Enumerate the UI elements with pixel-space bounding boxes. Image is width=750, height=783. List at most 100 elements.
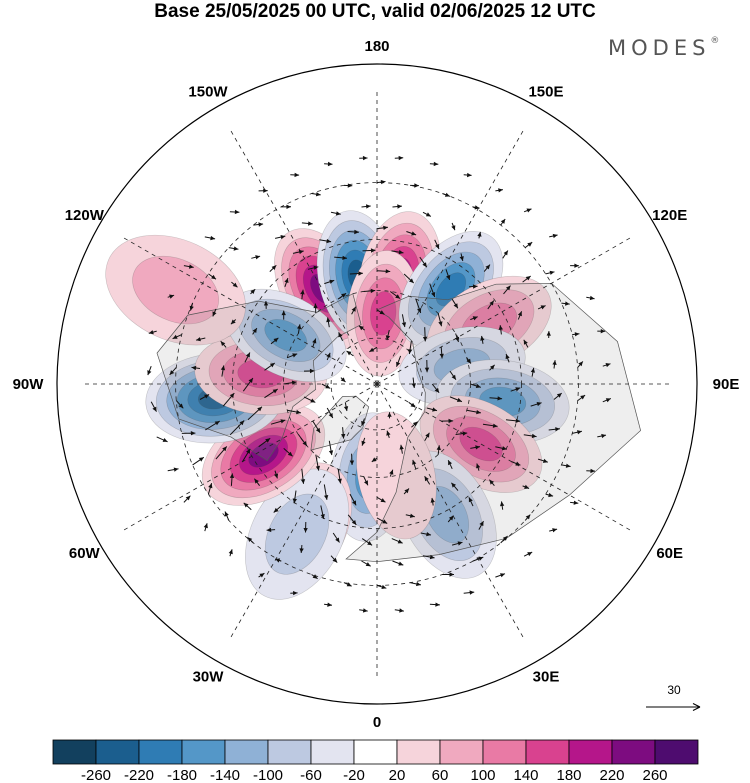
wind-arrow — [258, 188, 268, 193]
colorbar-label: -100 — [253, 767, 283, 783]
wind-arrow — [292, 490, 297, 504]
anomaly-cell — [105, 234, 246, 346]
wind-arrow — [351, 306, 357, 315]
colorbar-label: 20 — [389, 767, 406, 783]
wind-arrow — [459, 253, 464, 262]
wind-arrow — [561, 301, 570, 306]
wind-arrow — [449, 370, 457, 380]
land-outline — [310, 395, 370, 451]
wind-arrow — [391, 250, 404, 255]
wind-arrow — [347, 229, 359, 235]
wind-arrow — [332, 532, 340, 543]
wind-arrow — [545, 270, 555, 275]
reference-vector-label: 30 — [667, 683, 681, 697]
wind-arrow — [500, 535, 508, 544]
wind-arrow — [441, 418, 454, 424]
wind-arrow — [548, 427, 560, 432]
wind-arrow — [546, 331, 551, 339]
wind-arrow — [410, 183, 419, 188]
wind-arrow — [386, 430, 391, 439]
wind-arrow — [500, 501, 505, 510]
meridian-line — [376, 383, 631, 531]
wind-arrow — [315, 454, 320, 471]
wind-arrow — [253, 222, 264, 227]
wind-arrow — [545, 492, 554, 498]
wind-arrow — [326, 317, 331, 328]
wind-arrow — [284, 277, 289, 287]
land-outline — [156, 293, 362, 462]
brand-logo: MODES® — [608, 36, 719, 60]
wind-arrow — [451, 298, 459, 309]
wind-arrow — [447, 515, 454, 523]
wind-arrow — [312, 338, 317, 348]
wind-arrow — [394, 608, 404, 613]
wind-arrow — [311, 192, 321, 197]
wind-arrow — [552, 360, 557, 369]
colorbar-label: -60 — [300, 767, 322, 783]
meridian-line — [123, 383, 378, 531]
colorbar-label: 180 — [556, 767, 581, 783]
wind-arrow — [349, 453, 355, 466]
wind-arrow — [431, 383, 440, 394]
wind-arrow — [229, 473, 235, 486]
wind-arrow — [358, 325, 365, 331]
longitude-label: 0 — [373, 714, 381, 731]
wind-arrow — [337, 468, 342, 484]
wind-arrow — [311, 574, 318, 580]
wind-arrow — [220, 340, 227, 348]
wind-arrow — [523, 433, 537, 439]
wind-arrow — [300, 468, 306, 484]
wind-arrow — [167, 467, 179, 472]
wind-arrow — [244, 352, 251, 363]
wind-arrow — [549, 233, 558, 239]
wind-arrow — [387, 412, 392, 419]
wind-arrow — [148, 330, 157, 335]
wind-arrow — [320, 505, 325, 520]
wind-arrow — [447, 459, 453, 470]
wind-arrow — [208, 273, 217, 280]
colorbar-swatch — [568, 739, 613, 765]
wind-arrow — [463, 590, 475, 595]
wind-arrow — [281, 310, 286, 320]
wind-arrow — [420, 532, 432, 537]
wind-arrow — [343, 183, 353, 188]
colorbar-label: 140 — [513, 767, 538, 783]
meridian-line — [376, 383, 524, 638]
wind-arrow — [204, 235, 216, 241]
meridian-line — [376, 237, 631, 385]
wind-arrow — [229, 209, 240, 215]
wind-arrow — [349, 493, 357, 506]
wind-arrow — [263, 300, 269, 309]
wind-arrow — [489, 364, 495, 371]
wind-arrow — [489, 396, 503, 401]
longitude-label: 60W — [69, 545, 101, 562]
wind-arrow — [343, 402, 349, 412]
wind-arrow — [537, 305, 546, 310]
wind-arrow — [439, 346, 444, 359]
wind-arrow — [455, 333, 460, 343]
wind-arrow — [341, 427, 346, 439]
wind-arrow — [480, 335, 485, 344]
wind-arrow — [183, 264, 194, 269]
wind-arrow — [466, 357, 472, 364]
colorbar-swatch — [310, 739, 355, 765]
wind-arrow — [549, 528, 558, 533]
colorbar-label: -180 — [167, 767, 197, 783]
colorbar-swatch — [654, 739, 699, 765]
wind-arrow — [419, 256, 428, 268]
wind-arrow — [290, 172, 300, 178]
wind-arrow — [468, 497, 474, 507]
wind-arrow — [312, 420, 321, 434]
wind-arrow — [195, 337, 206, 342]
wind-arrow — [147, 366, 152, 376]
wind-arrow — [424, 432, 430, 442]
wind-arrow — [511, 461, 521, 466]
wind-arrow — [477, 231, 482, 239]
wind-arrow — [326, 352, 331, 361]
colorbar-swatch — [353, 739, 398, 765]
registered-mark: ® — [710, 36, 720, 46]
wind-arrow — [422, 327, 428, 342]
longitude-label: 30W — [193, 669, 225, 686]
wind-arrow — [287, 409, 301, 415]
